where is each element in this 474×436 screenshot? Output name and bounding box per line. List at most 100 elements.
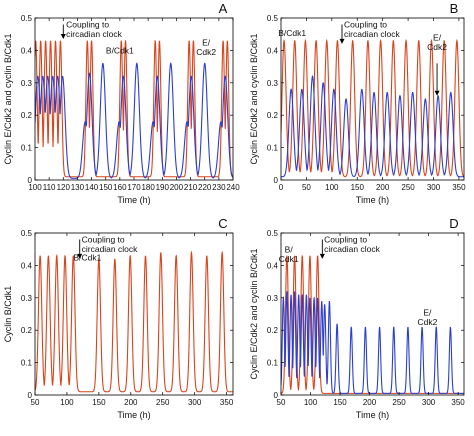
x-tick-label: 300 xyxy=(427,183,441,192)
annotation-arrow-head xyxy=(60,34,66,40)
x-tick-label: 250 xyxy=(156,398,170,407)
annotation-text: circadian clock xyxy=(66,29,122,39)
annotation-text: Coupling to xyxy=(324,235,367,245)
x-tick-label: 170 xyxy=(127,183,141,192)
series-line-e-cdk2 xyxy=(281,291,464,394)
x-tick-label: 100 xyxy=(60,398,74,407)
y-tick-label: 0.1 xyxy=(267,359,279,368)
x-tick-label: 210 xyxy=(184,183,198,192)
annotation-text: Coupling to xyxy=(82,235,125,245)
annotation-text: E/ xyxy=(433,33,442,43)
panel-letter: B xyxy=(450,1,459,16)
x-tick-label: 120 xyxy=(57,183,71,192)
y-tick-label: 0.2 xyxy=(21,111,33,120)
y-tick-label: 0.1 xyxy=(267,144,279,153)
x-tick-label: 50 xyxy=(31,398,40,407)
series-line-b-cdk1 xyxy=(35,39,233,178)
annotation-text: Coupling to xyxy=(344,20,387,30)
y-axis-title: Cyclin E/Cdk2 and cyclin B/Cdk1 xyxy=(3,33,13,164)
y-tick-label: 0.1 xyxy=(21,359,33,368)
x-tick-label: 100 xyxy=(304,398,318,407)
x-tick-label: 300 xyxy=(422,398,436,407)
y-tick-label: 0.5 xyxy=(267,229,279,238)
panel-letter: C xyxy=(218,216,227,231)
y-tick-label: 0.3 xyxy=(21,294,33,303)
annotation-text: Cdk2 xyxy=(427,42,447,52)
plot-frame xyxy=(280,232,465,396)
annotation: B/Cdk1 xyxy=(73,253,101,263)
annotation-text: circadian clock xyxy=(344,29,400,39)
x-tick-label: 250 xyxy=(392,398,406,407)
x-tick-label: 100 xyxy=(325,183,339,192)
annotation-text: B/Cdk1 xyxy=(73,253,101,263)
y-tick-label: 0.2 xyxy=(267,111,279,120)
plot-frame xyxy=(34,232,234,396)
series-line-e-cdk2 xyxy=(281,75,464,178)
annotation: E/Cdk2 xyxy=(427,33,447,96)
panel-d: 50 100 150 200 250 300 350 0 0.1 0.2 0.3 0.4 0.5 Time… xyxy=(249,216,465,420)
x-tick-label: 200 xyxy=(124,398,138,407)
x-axis-title: Time (h) xyxy=(117,195,150,205)
annotation-text: E/ xyxy=(423,308,432,318)
x-tick-label: 200 xyxy=(363,398,377,407)
y-axis-title: Cyclin B/Cdk1 xyxy=(3,286,13,343)
annotation-text: Cdk1 xyxy=(279,254,299,264)
x-axis-title: Time (h) xyxy=(117,410,150,420)
series-group xyxy=(35,250,233,393)
y-tick-label: 0.4 xyxy=(267,261,279,270)
x-tick-label: 240 xyxy=(226,183,240,192)
x-axis-title: Time (h) xyxy=(356,410,389,420)
x-tick-label: 300 xyxy=(188,398,202,407)
y-tick-label: 0.4 xyxy=(267,46,279,55)
panel-b: 0 50 100 150 200 250 300 350 0 0.1 0.2 0.3 0.4 0.5 Tim… xyxy=(249,1,466,205)
y-tick-label: 0.4 xyxy=(21,46,33,55)
y-axis-title: Cyclin E/Cdk2 and cyclin B/Cdk1 xyxy=(249,33,259,164)
y-tick-label: 0 xyxy=(28,176,33,185)
y-tick-label: 0.5 xyxy=(21,229,33,238)
annotation-arrow-head xyxy=(319,253,325,259)
x-tick-label: 200 xyxy=(170,183,184,192)
x-tick-label: 50 xyxy=(302,183,311,192)
x-tick-label: 350 xyxy=(451,398,465,407)
panel-c: 50 100 150 200 250 300 350 0 0.1 0.2 0.3 0.4 0.5 Time… xyxy=(3,216,234,420)
x-tick-label: 150 xyxy=(92,398,106,407)
x-tick-label: 150 xyxy=(351,183,365,192)
annotation-arrow-head xyxy=(434,90,440,96)
annotation-arrow-head xyxy=(77,253,83,259)
panel-letter: D xyxy=(449,216,458,231)
x-axis-title: Time (h) xyxy=(356,195,389,205)
y-tick-label: 0.4 xyxy=(21,261,33,270)
series-group xyxy=(35,39,233,179)
x-tick-label: 220 xyxy=(198,183,212,192)
x-tick-label: 200 xyxy=(376,183,390,192)
series-line-e-cdk2 xyxy=(35,62,233,179)
y-tick-label: 0.2 xyxy=(267,326,279,335)
series-line-b-cdk1 xyxy=(281,38,464,178)
plot-frame xyxy=(280,17,465,181)
y-tick-label: 0.3 xyxy=(267,79,279,88)
annotation: E/Cdk2 xyxy=(196,38,216,58)
x-tick-label: 160 xyxy=(113,183,127,192)
annotation: B/Cdk1 xyxy=(106,46,134,56)
x-tick-label: 250 xyxy=(401,183,415,192)
annotation-text: circadian clock xyxy=(82,244,138,254)
x-tick-label: 190 xyxy=(156,183,170,192)
panel-a: 100 110 120 130 140 150 160 170 180 190 200 210 220 2… xyxy=(3,1,240,205)
y-tick-label: 0 xyxy=(274,391,279,400)
y-tick-label: 0 xyxy=(274,176,279,185)
x-tick-label: 150 xyxy=(99,183,113,192)
y-tick-label: 0.2 xyxy=(21,326,33,335)
annotation: B/Cdk1 xyxy=(278,28,306,38)
annotation-text: B/Cdk1 xyxy=(278,28,306,38)
y-tick-label: 0.3 xyxy=(267,294,279,303)
x-tick-label: 110 xyxy=(43,183,56,192)
x-tick-label: 100 xyxy=(28,183,42,192)
annotation-text: E/ xyxy=(202,38,211,48)
annotation-text: Cdk2 xyxy=(417,317,437,327)
x-tick-label: 350 xyxy=(220,398,234,407)
annotation: E/Cdk2 xyxy=(417,308,437,328)
